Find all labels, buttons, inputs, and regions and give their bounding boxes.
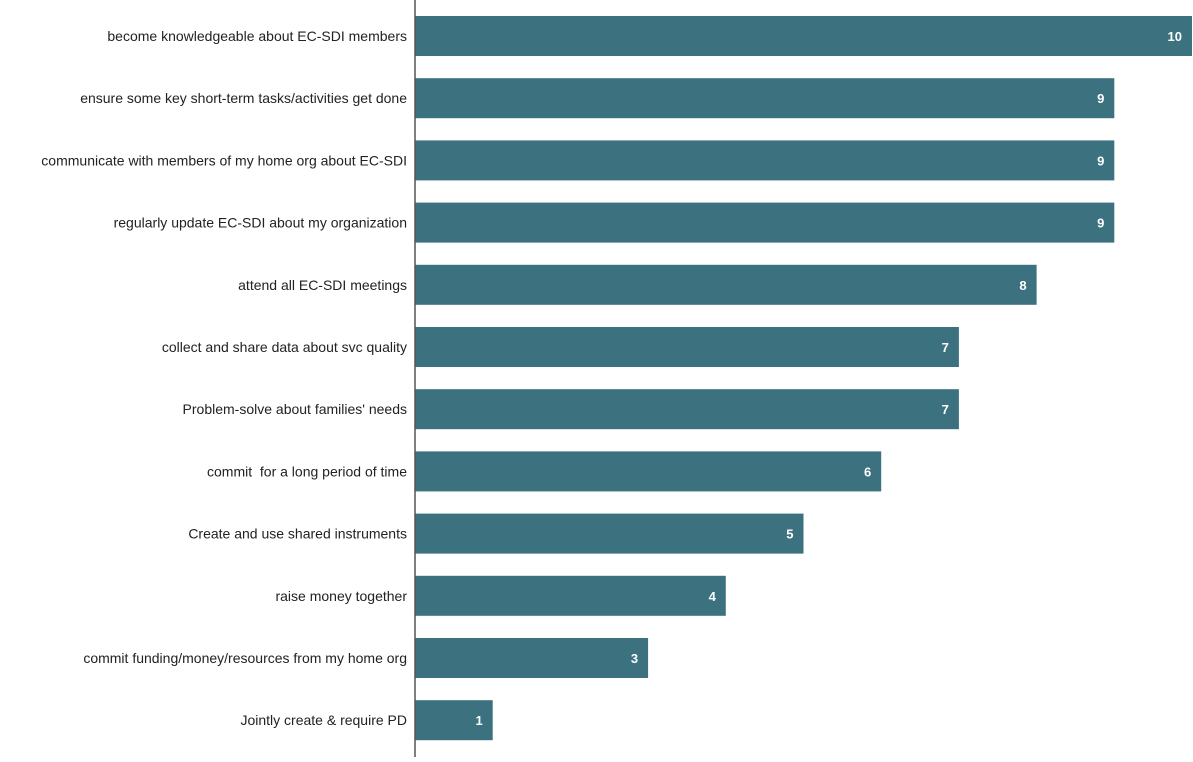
value-label: 9	[1097, 216, 1104, 231]
bar	[415, 513, 804, 554]
value-label: 6	[864, 464, 871, 479]
value-label: 9	[1097, 91, 1104, 106]
bar	[415, 327, 959, 367]
value-label: 7	[942, 340, 949, 355]
value-label: 8	[1019, 278, 1026, 293]
category-labels-layer: become knowledgeable about EC-SDI member…	[41, 28, 407, 728]
bar	[415, 389, 959, 430]
value-label: 10	[1168, 29, 1182, 44]
bar	[415, 451, 882, 492]
category-label: commit for a long period of time	[207, 463, 407, 479]
bar	[415, 140, 1115, 181]
category-label: Jointly create & require PD	[240, 712, 407, 728]
category-label: collect and share data about svc quality	[162, 339, 407, 355]
bar	[415, 575, 726, 616]
bar	[415, 700, 493, 741]
bars-layer	[415, 16, 1192, 741]
value-labels-layer: 10 9 9 9 8 7 7 6 5 4 3 1	[475, 29, 1182, 728]
bar	[415, 638, 649, 678]
category-label: become knowledgeable about EC-SDI member…	[107, 28, 407, 44]
category-label: raise money together	[275, 588, 407, 604]
category-label: regularly update EC-SDI about my organiz…	[114, 215, 407, 231]
bar	[415, 16, 1192, 56]
bar	[415, 264, 1037, 305]
category-label: ensure some key short-term tasks/activit…	[80, 90, 407, 106]
value-label: 1	[475, 713, 482, 728]
value-label: 4	[709, 589, 717, 604]
category-label: Problem-solve about families' needs	[183, 401, 407, 417]
bar	[415, 202, 1115, 243]
value-label: 5	[786, 527, 793, 542]
category-label: communicate with members of my home org …	[41, 152, 407, 168]
category-label: Create and use shared instruments	[188, 526, 407, 542]
bar	[415, 78, 1115, 119]
value-label: 7	[942, 402, 949, 417]
category-label: commit funding/money/resources from my h…	[83, 650, 407, 666]
category-label: attend all EC-SDI meetings	[238, 277, 407, 293]
value-label: 9	[1097, 153, 1104, 168]
value-label: 3	[631, 651, 638, 666]
